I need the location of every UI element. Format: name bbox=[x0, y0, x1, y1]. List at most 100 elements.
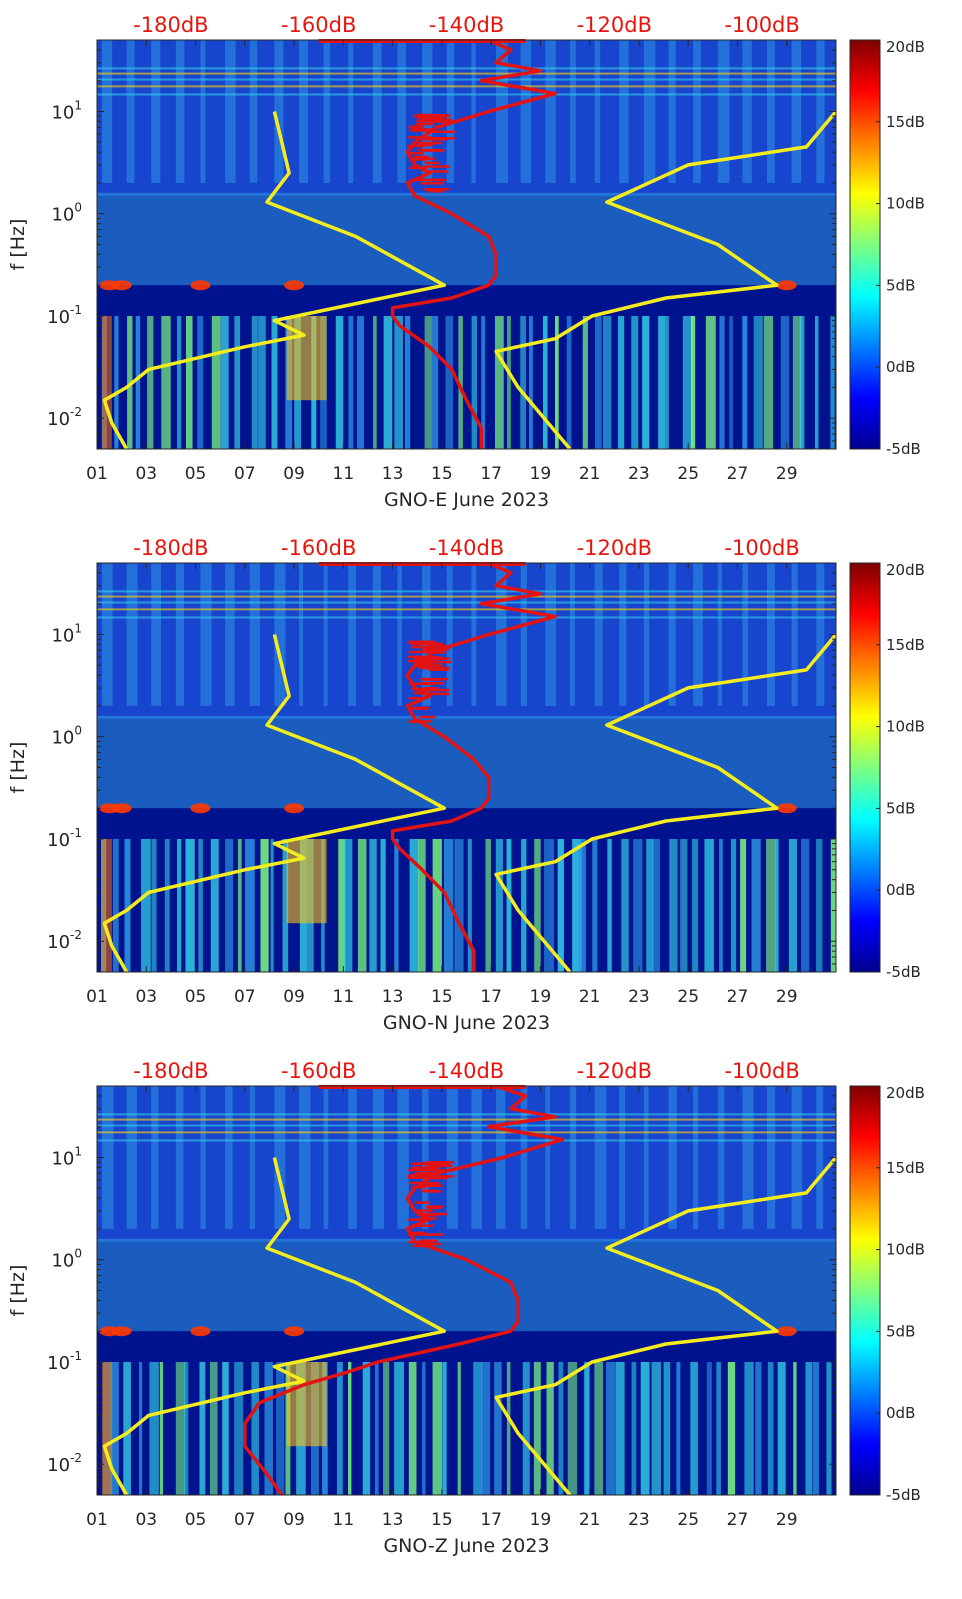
hotspot bbox=[776, 803, 797, 814]
day-stripe bbox=[619, 40, 629, 183]
day-stripe bbox=[494, 1361, 502, 1495]
day-stripe bbox=[197, 315, 204, 449]
reference-curve-low bbox=[102, 1157, 447, 1495]
day-stripe bbox=[473, 1361, 483, 1495]
day-stripe bbox=[445, 315, 454, 449]
day-stripe bbox=[544, 838, 555, 972]
day-stripe bbox=[506, 1361, 511, 1495]
day-stripe bbox=[141, 838, 151, 972]
top-db-label: -180dB bbox=[133, 1059, 208, 1083]
y-tick-exponent: 0 bbox=[74, 201, 82, 215]
x-tick-label: 07 bbox=[234, 987, 256, 1007]
day-stripe bbox=[362, 1361, 371, 1495]
day-stripe bbox=[234, 1361, 244, 1495]
hotspot bbox=[284, 803, 305, 814]
y-tick-label: 10-1 bbox=[47, 1349, 82, 1374]
day-stripe bbox=[481, 1361, 491, 1495]
hotspot bbox=[190, 803, 211, 814]
y-tick-base: 10 bbox=[47, 1353, 70, 1374]
notch-band bbox=[97, 1350, 836, 1362]
top-db-label: -180dB bbox=[133, 536, 208, 560]
day-stripe bbox=[791, 40, 802, 183]
psd-curve bbox=[390, 563, 557, 972]
y-tick-label: 101 bbox=[51, 621, 82, 646]
day-stripe bbox=[369, 838, 377, 972]
day-stripe bbox=[211, 315, 221, 449]
day-stripe bbox=[816, 563, 825, 706]
day-stripe bbox=[276, 1361, 285, 1495]
colorbar-label: 20dB bbox=[886, 561, 925, 579]
x-tick-label: 21 bbox=[579, 464, 601, 484]
day-stripe bbox=[432, 1361, 442, 1495]
day-stripe bbox=[522, 1361, 530, 1495]
day-stripe bbox=[693, 40, 701, 183]
day-stripe bbox=[454, 838, 464, 972]
day-stripe bbox=[422, 1361, 426, 1495]
day-stripe bbox=[567, 1361, 578, 1495]
x-tick-label: 05 bbox=[185, 464, 207, 484]
day-stripe bbox=[372, 1086, 385, 1229]
colorbar-label: 10dB bbox=[886, 718, 925, 736]
spectrogram bbox=[97, 1086, 836, 1495]
day-stripe bbox=[422, 563, 431, 706]
day-stripe bbox=[651, 1361, 661, 1495]
day-stripe bbox=[457, 1361, 461, 1495]
day-stripe bbox=[742, 40, 752, 183]
day-stripe bbox=[348, 40, 354, 183]
day-stripe bbox=[408, 1361, 417, 1495]
day-stripe bbox=[545, 563, 557, 706]
day-stripe bbox=[175, 40, 185, 183]
x-tick-label: 03 bbox=[135, 987, 157, 1007]
day-stripe bbox=[805, 1361, 813, 1495]
day-stripe bbox=[533, 1361, 541, 1495]
x-tick-label: 09 bbox=[283, 464, 305, 484]
day-stripe bbox=[669, 838, 678, 972]
day-stripe bbox=[200, 1086, 206, 1229]
day-stripe bbox=[730, 838, 737, 972]
colorbar-label: 15dB bbox=[886, 1159, 925, 1177]
day-stripe bbox=[693, 563, 703, 706]
y-tick-base: 10 bbox=[51, 102, 74, 123]
y-tick-base: 10 bbox=[47, 1455, 70, 1476]
day-stripe bbox=[249, 40, 258, 183]
day-stripe bbox=[298, 40, 308, 183]
colorbar-label: 20dB bbox=[886, 38, 925, 56]
x-tick-label: 01 bbox=[86, 987, 108, 1007]
x-tick-label: 13 bbox=[382, 987, 404, 1007]
day-stripe bbox=[147, 315, 154, 449]
hotspot bbox=[190, 1326, 211, 1337]
day-stripe bbox=[740, 838, 747, 972]
day-stripe bbox=[123, 1361, 131, 1495]
speckle-line bbox=[97, 590, 836, 593]
day-stripe bbox=[506, 838, 512, 972]
y-tick-base: 10 bbox=[47, 830, 70, 851]
day-stripe bbox=[494, 315, 504, 449]
day-stripe bbox=[151, 40, 161, 183]
day-stripe bbox=[164, 838, 170, 972]
day-stripe bbox=[719, 838, 723, 972]
day-stripe bbox=[668, 40, 676, 183]
day-stripe bbox=[485, 838, 491, 972]
day-stripe bbox=[569, 563, 575, 706]
x-tick-label: 09 bbox=[283, 987, 305, 1007]
day-stripe bbox=[198, 838, 203, 972]
day-stripe bbox=[270, 838, 274, 972]
day-stripe bbox=[753, 315, 763, 449]
day-stripe bbox=[792, 315, 802, 449]
day-stripe bbox=[680, 838, 688, 972]
day-stripe bbox=[271, 315, 278, 449]
day-stripe bbox=[199, 1361, 206, 1495]
x-tick-label: 25 bbox=[677, 1510, 699, 1530]
y-tick-exponent: 1 bbox=[74, 98, 82, 112]
colorbar-label: 15dB bbox=[886, 636, 925, 654]
x-tick-label: 23 bbox=[628, 987, 650, 1007]
day-stripe bbox=[742, 563, 749, 706]
upper-band bbox=[97, 1086, 836, 1242]
speckle-line bbox=[97, 608, 836, 611]
speckle-line bbox=[97, 601, 836, 604]
microseism-band bbox=[97, 1238, 836, 1332]
top-db-label: -100dB bbox=[724, 536, 799, 560]
day-stripe bbox=[742, 315, 748, 449]
x-tick-label: 01 bbox=[86, 464, 108, 484]
day-stripe bbox=[249, 563, 260, 706]
